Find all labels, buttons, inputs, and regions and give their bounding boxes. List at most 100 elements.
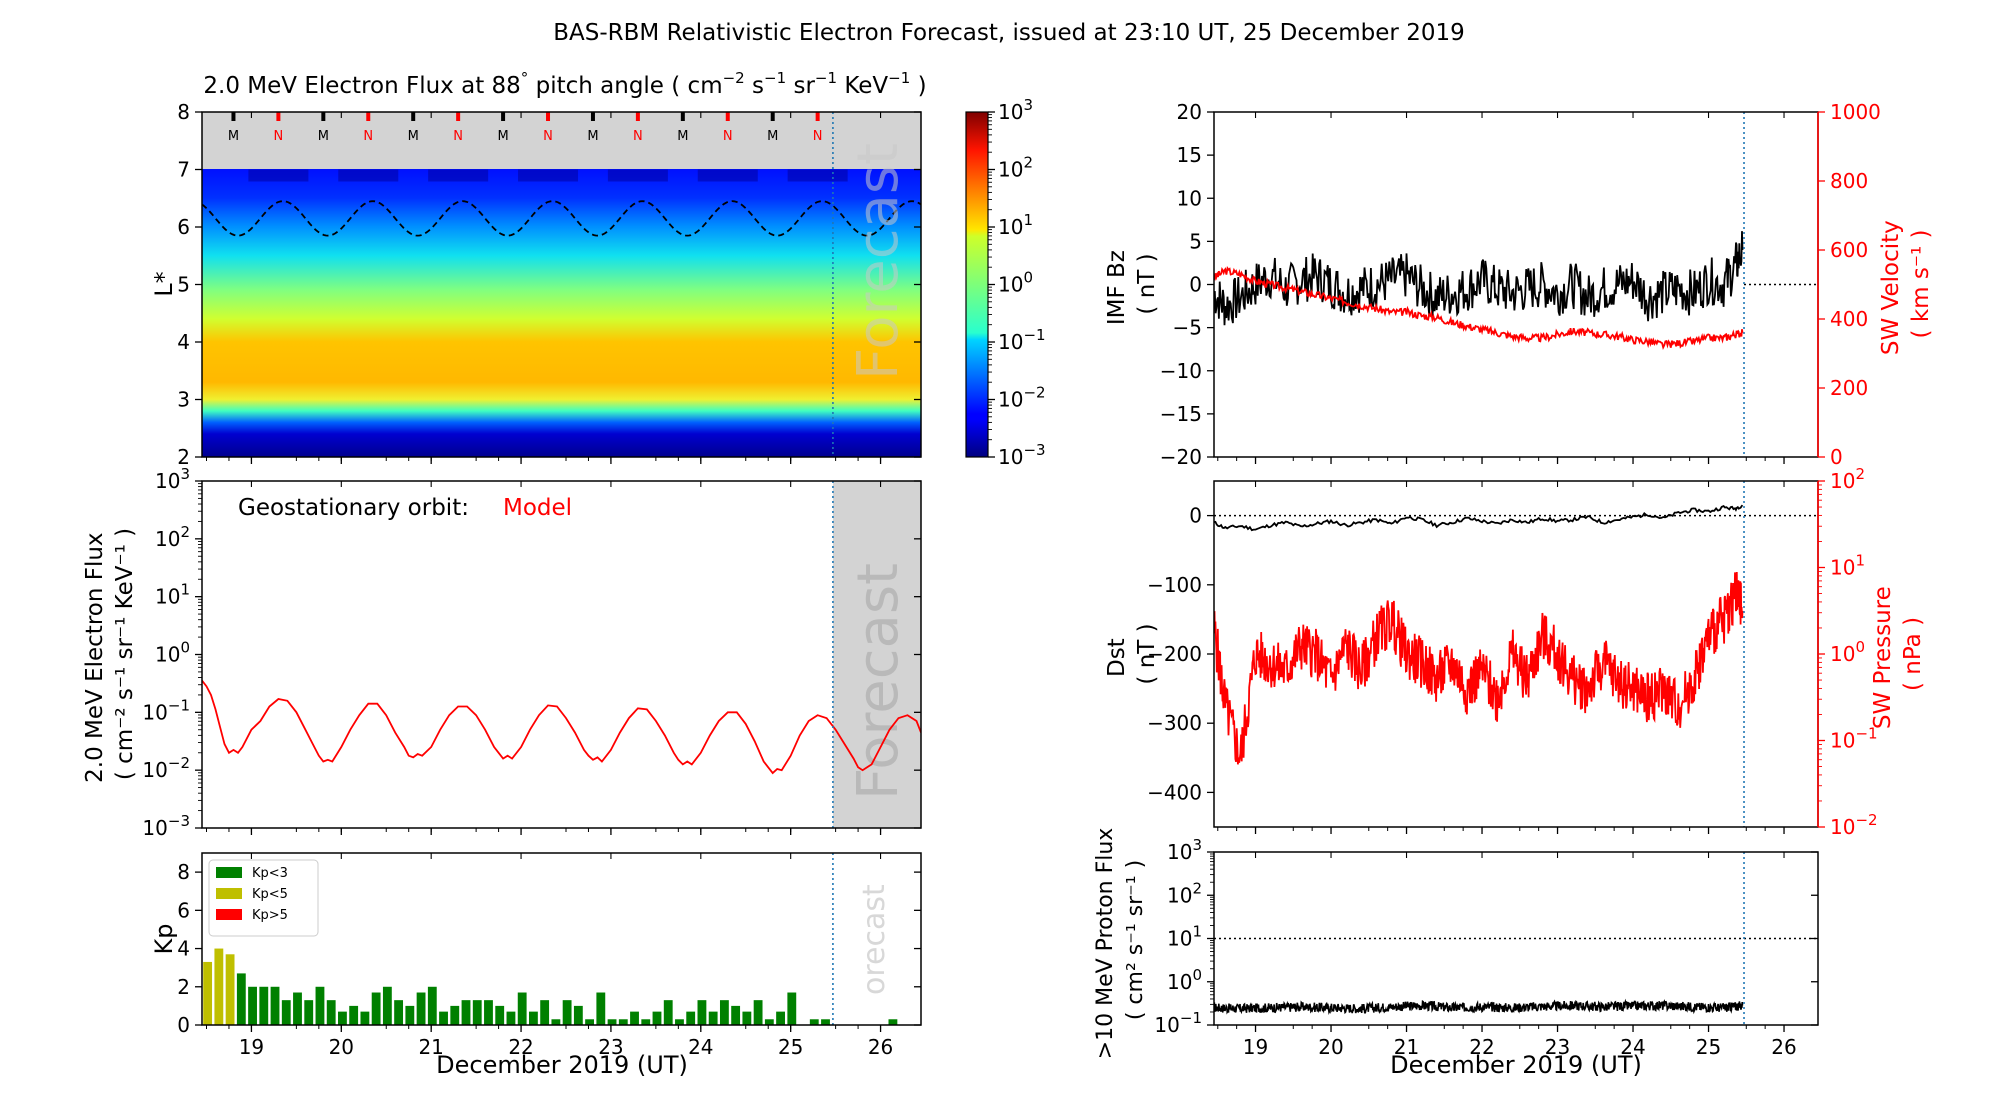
- kp-bar: [764, 1019, 774, 1025]
- kp-bar: [293, 992, 302, 1025]
- kp-ylabel: Kp: [150, 924, 178, 955]
- y-tick-label: −20: [1160, 445, 1202, 469]
- kp-bar: [304, 1000, 314, 1025]
- y-tick-label: −200: [1147, 642, 1202, 666]
- marker-midnight: M: [497, 129, 508, 144]
- kp-bar: [776, 1011, 785, 1025]
- kp-axes-frame: [201, 852, 922, 1026]
- imf-ylabel-line2: ( nT ): [1134, 253, 1160, 314]
- lstar-ylabel: L*: [150, 271, 178, 296]
- y-tick-label: 101: [1167, 923, 1202, 951]
- x-tick-label: 24: [688, 1035, 713, 1059]
- kp-bar: [990, 1012, 999, 1025]
- swp-ylabel-line2: ( nPa ): [1900, 617, 1926, 691]
- swv-ylabel-line1: SW Velocity: [1878, 220, 1904, 355]
- geo-annotation-model: Model: [503, 495, 572, 521]
- y-tick-label: 4: [177, 330, 190, 354]
- kp-legend-swatch-yellow: [216, 888, 242, 899]
- kp-bar: [719, 1000, 729, 1025]
- left-xlabel: December 2019 (UT): [436, 1051, 688, 1079]
- proton-y-ticks: 10−1 100 101 102 103: [1154, 836, 1818, 1037]
- kp-bar: [1068, 993, 1077, 1025]
- kp-bar: [472, 1000, 482, 1025]
- lstar-upper-grey-band: [202, 112, 921, 169]
- geo-orbit-lstar-curve: [202, 200, 921, 237]
- geo-annotation: Geostationary orbit:: [238, 495, 469, 521]
- x-tick-label: 19: [239, 1035, 264, 1059]
- dst-ylabel-line1: Dst: [1104, 638, 1130, 677]
- colorbar-tick-label: 100: [998, 269, 1033, 297]
- x-tick-label: 24: [1620, 1035, 1645, 1059]
- colorbar-tick-label: 103: [998, 96, 1033, 124]
- lstar-y-ticks: 2 3 4 5 6 7 8: [177, 100, 921, 469]
- kp-bar: [484, 1000, 493, 1025]
- kp-bar: [731, 1005, 741, 1025]
- kp-bar: [394, 1000, 404, 1025]
- kp-bar: [259, 986, 269, 1025]
- kp-bar: [787, 992, 797, 1025]
- y-tick-label: −10: [1160, 359, 1202, 383]
- x-tick-label: 26: [868, 1035, 893, 1059]
- x-tick-label: 23: [598, 1035, 623, 1059]
- y-tick-label: 8: [177, 100, 190, 124]
- y-tick-label: 101: [155, 581, 190, 609]
- dst-ylabel: Dst ( nT ): [1104, 623, 1160, 684]
- kp-bar: [742, 1011, 752, 1025]
- kp-bar: [326, 1000, 336, 1025]
- kp-bar: [517, 992, 527, 1025]
- y2-tick-label: 10−1: [1830, 725, 1878, 753]
- kp-bar: [248, 986, 257, 1025]
- imf-ylabel-line1: IMF Bz: [1104, 250, 1130, 325]
- y-tick-label: 0: [1189, 273, 1202, 297]
- geo-model-flux-line: [202, 679, 921, 775]
- kp-x-ticks: 19 20 21 22 23 24 25 26: [205, 853, 893, 1059]
- kp-bar: [596, 992, 606, 1025]
- kp-bars: [203, 948, 1077, 1025]
- x-tick-label: 22: [508, 1035, 533, 1059]
- x-tick-label: 25: [1696, 1035, 1721, 1059]
- marker-noon: N: [723, 129, 733, 144]
- imf-bz-line: [1214, 231, 1744, 326]
- flux-colorbar: 10−3 10−2 10−1 100 101 102 103: [965, 96, 1046, 469]
- y-tick-label: 10: [1177, 186, 1202, 210]
- lstar-darker-streaks: [248, 169, 848, 182]
- kp-bar: [630, 1011, 639, 1025]
- proton-ylabel-line2: ( cm² s⁻¹ sr⁻¹ ): [1123, 860, 1148, 1020]
- kp-bar: [708, 1011, 718, 1025]
- right-xlabel: December 2019 (UT): [1390, 1051, 1642, 1079]
- kp-legend: Kp<3 Kp<5 Kp>5: [208, 859, 319, 937]
- geo-ylabel-line1: 2.0 MeV Electron Flux: [82, 532, 108, 782]
- x-tick-label: 20: [329, 1035, 354, 1059]
- kp-bar: [281, 1000, 291, 1025]
- kp-bar: [236, 973, 246, 1025]
- kp-bar: [1035, 993, 1044, 1025]
- colorbar-tick-label: 10−3: [998, 441, 1046, 469]
- lstar-panel-title: 2.0 MeV Electron Flux at 88° pitch angle…: [203, 69, 926, 99]
- x-tick-label: 21: [1394, 1035, 1419, 1059]
- kp-bar: [686, 1011, 696, 1025]
- kp-bar: [562, 1000, 572, 1025]
- y-tick-label: 10−3: [142, 812, 190, 840]
- kp-bar: [663, 1000, 673, 1025]
- kp-legend-label-yellow: Kp<5: [252, 887, 288, 902]
- y-tick-label: 0: [1189, 504, 1202, 528]
- kp-bar: [270, 986, 280, 1025]
- geo-ylabel: 2.0 MeV Electron Flux ( cm⁻² s⁻¹ sr⁻¹ Ke…: [82, 525, 138, 783]
- colorbar-gradient: [965, 111, 989, 458]
- kp-legend-label-green: Kp<3: [252, 866, 288, 881]
- kp-legend-label-red: Kp>5: [252, 908, 288, 923]
- x-tick-label: 22: [1469, 1035, 1494, 1059]
- swv-y-ticks: 0 200 400 600 800 1000: [1817, 100, 1881, 469]
- kp-bar: [967, 1019, 976, 1025]
- marker-noon: N: [363, 129, 373, 144]
- kp-bar: [933, 1012, 942, 1025]
- colorbar-ticks: 10−3 10−2 10−1 100 101 102 103: [988, 96, 1046, 469]
- geo-forecast-shade: [832, 481, 921, 828]
- kp-bar: [315, 986, 325, 1025]
- kp-bar: [809, 1019, 819, 1025]
- swp-ylabel: SW Pressure ( nPa ): [1870, 579, 1926, 729]
- y-tick-label: 8: [177, 860, 190, 884]
